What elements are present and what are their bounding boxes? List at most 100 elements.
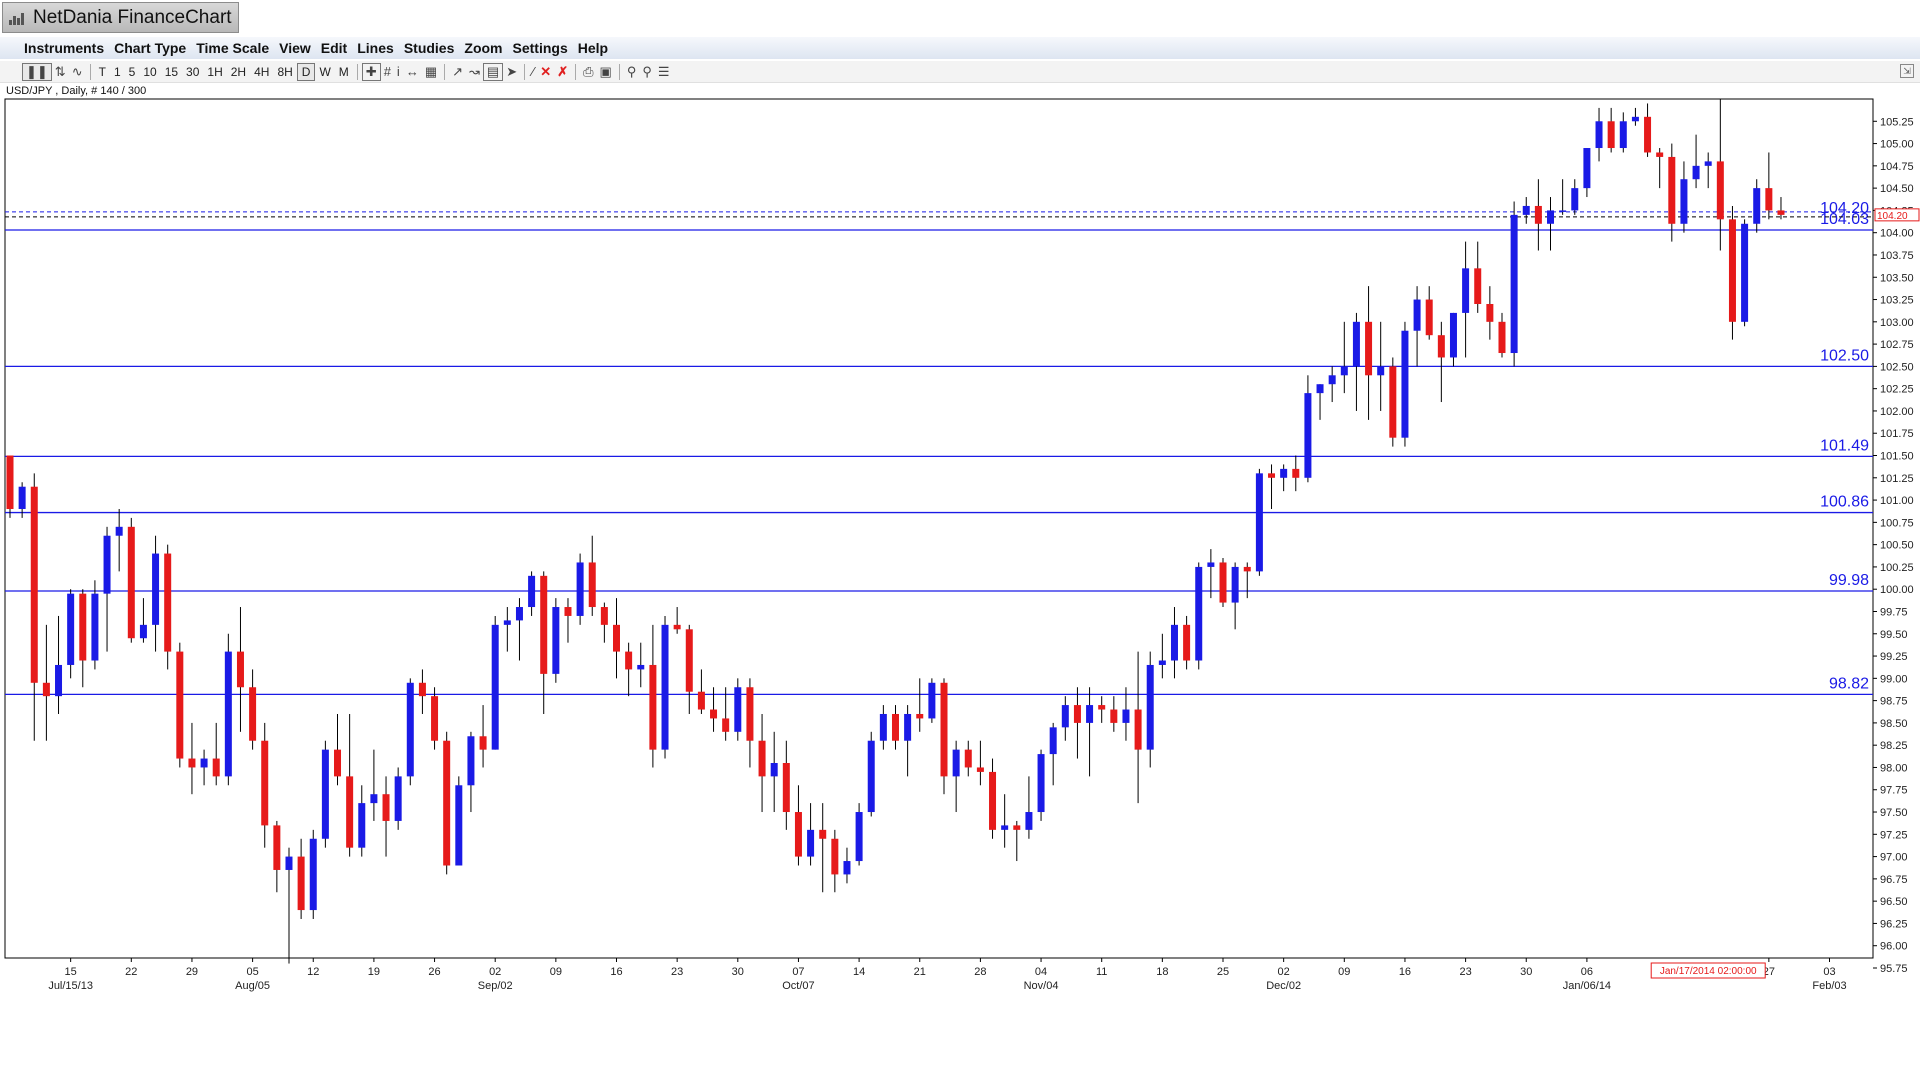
candle-body — [1195, 566, 1203, 661]
timeframe-10[interactable]: 10 — [143, 64, 157, 79]
menu-zoom[interactable]: Zoom — [464, 40, 503, 56]
candle-body — [807, 829, 815, 857]
candle-body — [564, 607, 572, 616]
y-tick-label: 97.50 — [1880, 807, 1908, 819]
x-tick-label: 16 — [610, 966, 622, 978]
candle-body — [1389, 366, 1397, 438]
timeframe-tick[interactable]: T — [98, 64, 106, 79]
title-bar: NetDania FinanceChart — [0, 0, 1920, 33]
y-tick-label: 97.25 — [1880, 829, 1908, 841]
draw-line-icon[interactable]: ∕ — [532, 64, 535, 79]
crosshair-icon[interactable]: ✚ — [361, 62, 381, 81]
candle-body — [1073, 705, 1081, 723]
candle-body — [18, 486, 26, 509]
candle-body — [1607, 121, 1615, 149]
candle-body — [249, 687, 257, 741]
menu-lines[interactable]: Lines — [357, 40, 394, 56]
x-tick-label: 18 — [1156, 966, 1168, 978]
candle-body — [649, 664, 657, 750]
trendline-icon[interactable]: ↗ — [452, 63, 464, 79]
menu-chart-type[interactable]: Chart Type — [114, 40, 187, 56]
candle-body — [455, 785, 463, 866]
candle-body — [103, 535, 111, 594]
ohlc-bars-icon[interactable]: ⇅ — [54, 63, 66, 79]
candle-body — [1559, 210, 1567, 212]
candle-body — [224, 651, 232, 777]
line-chart-icon[interactable]: ∿ — [71, 63, 83, 79]
timeframe-monthly[interactable]: M — [338, 64, 349, 79]
last-price-marker-label: 104.20 — [1877, 211, 1908, 222]
y-tick-label: 99.25 — [1880, 651, 1908, 663]
candlestick-icon[interactable]: ❚❚ — [22, 62, 52, 81]
channel-icon[interactable]: ↝ — [469, 63, 480, 79]
candle-body — [1498, 321, 1506, 354]
candle-body — [891, 713, 899, 741]
timeframe-weekly[interactable]: W — [319, 64, 331, 79]
timeframe-daily[interactable]: D — [296, 62, 316, 81]
timeframe-30[interactable]: 30 — [186, 64, 200, 79]
menu-time-scale[interactable]: Time Scale — [196, 40, 270, 56]
candle-body — [1704, 161, 1712, 166]
y-tick-label: 100.75 — [1880, 517, 1914, 529]
chart-bars-icon — [9, 11, 25, 25]
candle-body — [30, 486, 38, 683]
info-icon[interactable]: i — [396, 64, 400, 79]
y-tick-label: 102.50 — [1880, 361, 1914, 373]
candle-body — [164, 553, 172, 652]
timeframe-1h[interactable]: 1H — [207, 64, 223, 79]
y-tick-label: 104.00 — [1880, 228, 1914, 240]
menu-instruments[interactable]: Instruments — [24, 40, 105, 56]
menu-edit[interactable]: Edit — [320, 40, 348, 56]
timeframe-5[interactable]: 5 — [128, 64, 136, 79]
x-tick-sublabel: Nov/04 — [1024, 980, 1059, 992]
menu-view[interactable]: View — [279, 40, 311, 56]
y-tick-label: 98.50 — [1880, 718, 1908, 730]
fit-icon[interactable]: ☰ — [657, 63, 670, 79]
candle-body — [1134, 709, 1142, 750]
level-label: 99.98 — [1829, 572, 1869, 589]
candle-body — [1401, 330, 1409, 438]
timeframe-4h[interactable]: 4H — [254, 64, 270, 79]
x-tick-label: 27 — [1763, 966, 1775, 978]
candle-body — [928, 682, 936, 719]
menu-settings[interactable]: Settings — [512, 40, 568, 56]
candle-body — [1547, 210, 1555, 224]
zoom-in-icon[interactable]: ⚲ — [626, 63, 637, 79]
candle-body — [952, 749, 960, 777]
menu-studies[interactable]: Studies — [403, 40, 455, 56]
candle-body — [1377, 366, 1385, 376]
x-tick-label: 07 — [792, 966, 804, 978]
print-preview-icon[interactable]: ▣ — [599, 63, 612, 79]
timeframe-2h[interactable]: 2H — [230, 64, 247, 79]
zoom-out-icon[interactable]: ⚲ — [642, 63, 652, 79]
volume-icon[interactable]: ▦ — [424, 63, 438, 79]
toolbar: ❚❚ ⇅ ∿ T 1 5 10 15 30 1H 2H 4H 8H D W M … — [0, 61, 1920, 83]
candle-body — [152, 553, 160, 625]
pointer-icon[interactable]: ➤ — [506, 63, 518, 79]
delete-all-icon[interactable]: ✗ — [557, 63, 569, 79]
candle-body — [431, 696, 439, 741]
candle-body — [1583, 148, 1591, 189]
y-tick-label: 102.75 — [1880, 339, 1914, 351]
window-resize-icon[interactable]: ⇲ — [1900, 64, 1914, 78]
scroll-icon[interactable]: ↔ — [405, 64, 419, 79]
timeframe-1[interactable]: 1 — [113, 64, 121, 79]
y-tick-label: 96.25 — [1880, 918, 1908, 930]
grid-icon[interactable]: # — [383, 64, 391, 79]
candle-body — [1086, 705, 1094, 723]
delete-icon[interactable]: ✕ — [540, 63, 552, 79]
y-tick-label: 105.25 — [1880, 116, 1914, 128]
fibonacci-icon[interactable]: ▤ — [482, 62, 504, 81]
candle-body — [1741, 223, 1749, 322]
timeframe-15[interactable]: 15 — [164, 64, 179, 79]
print-icon[interactable]: ⎙ — [583, 63, 594, 79]
x-tick-label: 23 — [671, 966, 683, 978]
timeframe-8h[interactable]: 8H — [277, 64, 293, 79]
y-tick-label: 102.25 — [1880, 384, 1914, 396]
x-tick-label: 02 — [1278, 966, 1290, 978]
toolbar-separator — [524, 63, 526, 80]
candle-body — [127, 526, 135, 639]
app-title-tab[interactable]: NetDania FinanceChart — [2, 2, 239, 33]
menu-help[interactable]: Help — [577, 40, 609, 56]
